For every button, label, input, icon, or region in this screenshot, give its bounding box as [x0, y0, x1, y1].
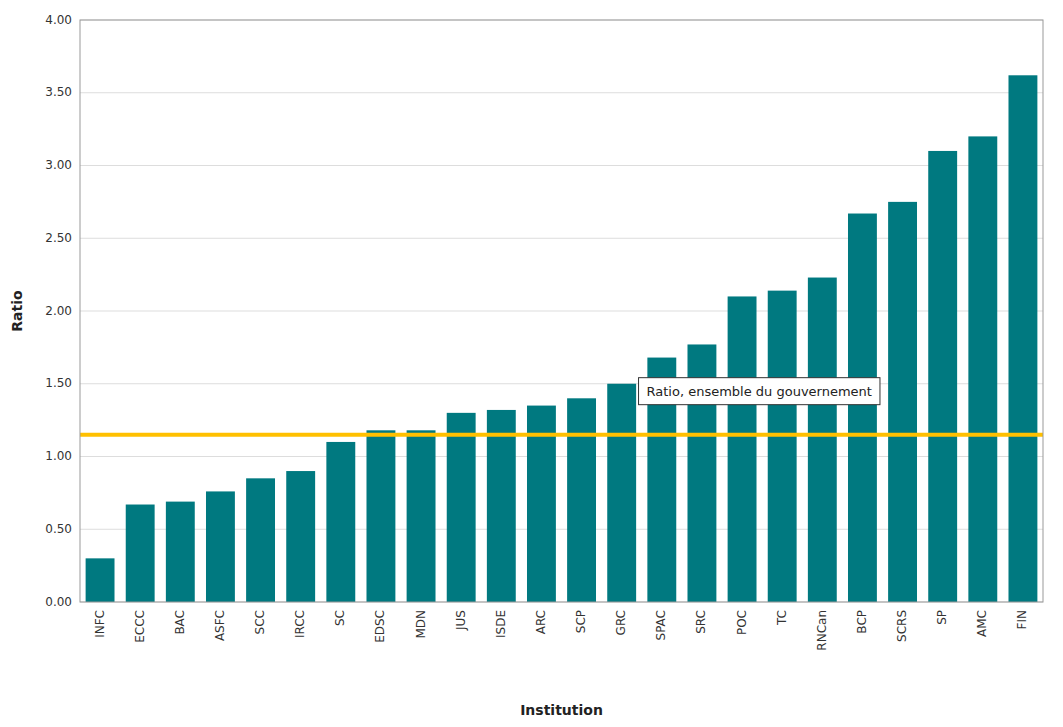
x-tick-label: TC — [775, 610, 789, 626]
bar — [968, 136, 997, 602]
x-tick-label: SC — [333, 610, 347, 626]
x-tick-label: GRC — [614, 610, 628, 635]
x-tick-label: POC — [735, 610, 749, 635]
bar — [728, 296, 757, 602]
bar — [366, 430, 395, 602]
bar — [126, 505, 155, 602]
grid-line — [80, 92, 1043, 93]
y-tick-label: 4.00 — [45, 13, 72, 27]
x-tick-label: SCP — [574, 610, 588, 633]
bar — [848, 214, 877, 602]
x-tick-label: SRC — [694, 610, 708, 634]
annotation-text: Ratio, ensemble du gouvernement — [647, 384, 872, 399]
x-tick-label: RNCan — [815, 610, 829, 651]
y-tick-label: 2.50 — [45, 231, 72, 245]
bar — [447, 413, 476, 602]
bar — [206, 491, 235, 602]
x-tick-label: ASFC — [213, 610, 227, 641]
bar — [928, 151, 957, 602]
plot-frame — [80, 20, 1043, 602]
x-tick-label: SPAC — [654, 610, 668, 640]
x-tick-label: ARC — [534, 610, 548, 634]
bar — [166, 502, 195, 602]
bar — [768, 291, 797, 602]
x-tick-label: AMC — [975, 610, 989, 637]
x-tick-label: SCRS — [895, 610, 909, 642]
reference-line — [80, 433, 1043, 437]
bar — [888, 202, 917, 602]
x-tick-label: EDSC — [373, 610, 387, 643]
bar — [808, 278, 837, 602]
bar — [567, 398, 596, 602]
x-tick-label: FIN — [1015, 610, 1029, 629]
bars — [86, 75, 1038, 602]
y-axis-label: Ratio — [9, 290, 25, 332]
x-tick-label: INFC — [93, 610, 107, 638]
chart: 0.00 0.50 1.00 1.50 2.00 2.50 3.00 3.50 4.00 Rati… — [0, 0, 1063, 727]
bar — [607, 384, 636, 602]
grid — [80, 20, 1043, 602]
bar — [1008, 75, 1037, 602]
bar — [246, 478, 275, 602]
x-tick-label: MDN — [414, 610, 428, 639]
y-tick-label: 3.50 — [45, 85, 72, 99]
x-tick-label: SP — [935, 610, 949, 625]
x-tick-label: BCP — [855, 610, 869, 634]
y-tick-label: 1.50 — [45, 376, 72, 390]
x-tick-label: ISDE — [494, 610, 508, 638]
y-tick-label: 0.00 — [45, 595, 72, 609]
bar — [407, 430, 436, 602]
x-axis-label: Institution — [520, 702, 603, 718]
bar — [86, 558, 115, 602]
grid-line — [80, 165, 1043, 166]
x-tick-label: JUS — [454, 610, 468, 631]
annotation-box — [639, 378, 880, 405]
y-tick-label: 2.00 — [45, 304, 72, 318]
y-tick-label: 0.50 — [45, 522, 72, 536]
y-tick-label: 3.00 — [45, 158, 72, 172]
x-tick-label: ECCC — [133, 610, 147, 643]
bar — [326, 442, 355, 602]
x-tick-label: BAC — [173, 610, 187, 635]
bar — [487, 410, 516, 602]
annotation: Ratio, ensemble du gouvernement — [639, 378, 880, 405]
bar — [286, 471, 315, 602]
y-tick-label: 1.00 — [45, 449, 72, 463]
x-tick-label: SCC — [253, 610, 267, 634]
x-tick-label: IRCC — [293, 610, 307, 638]
